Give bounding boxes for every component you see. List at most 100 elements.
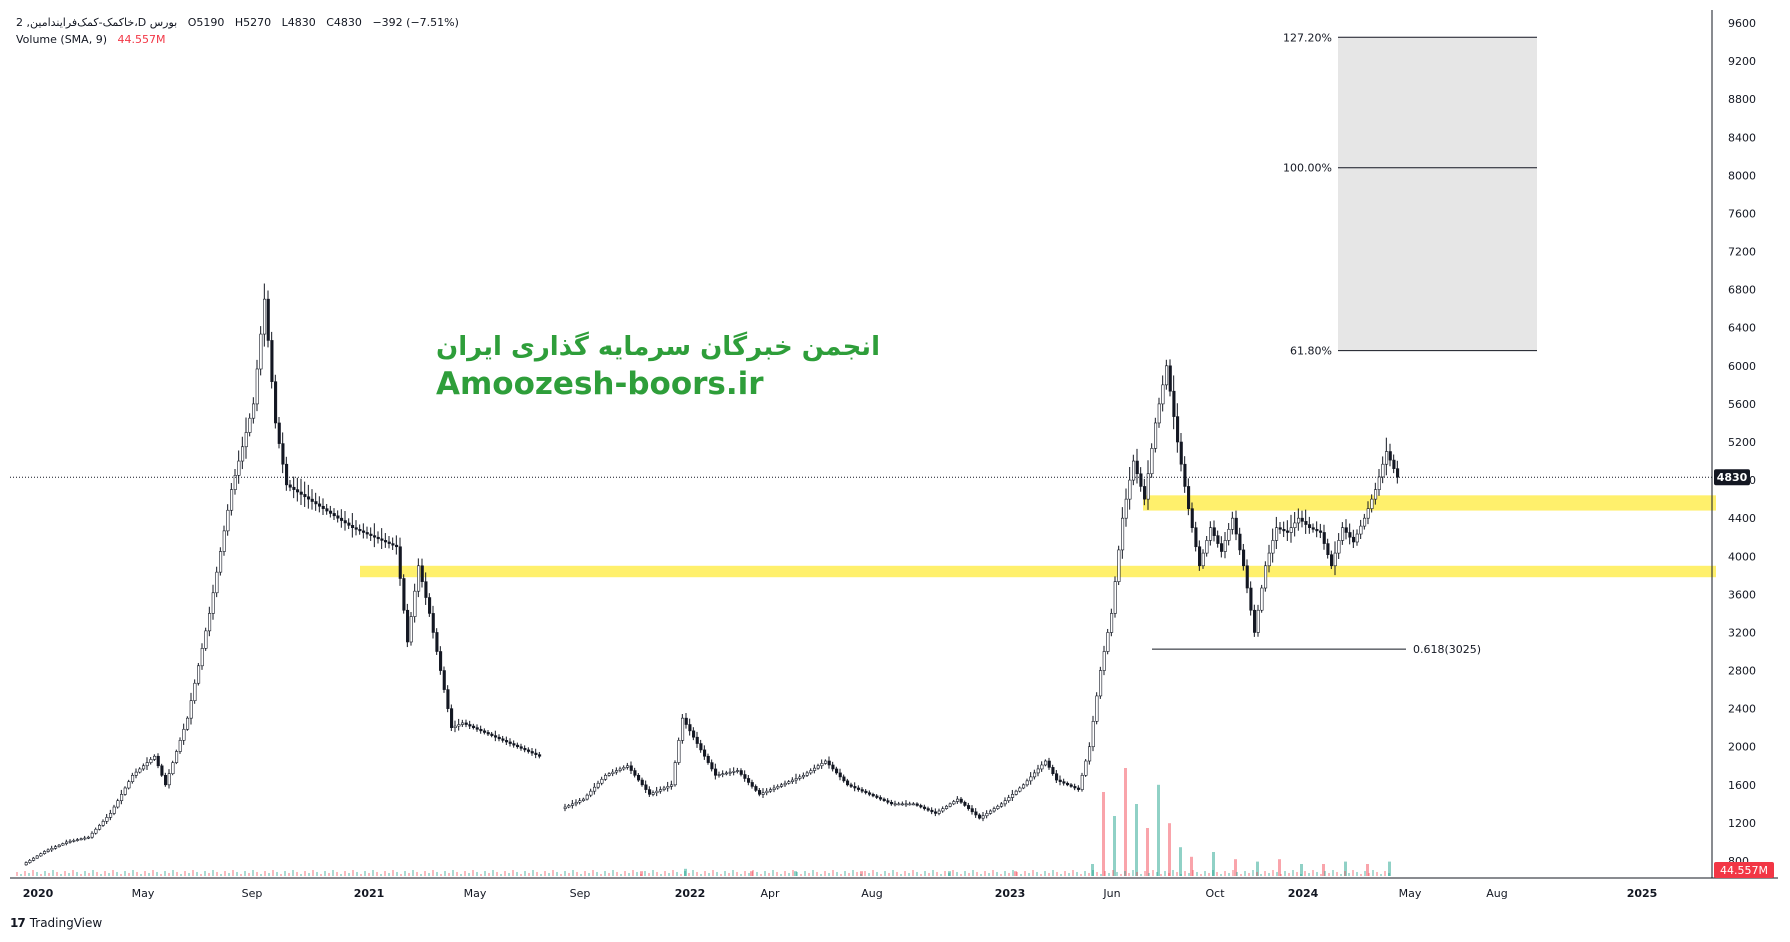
volume-bar <box>584 871 586 876</box>
candle-body <box>310 498 314 502</box>
volume-bar <box>1091 864 1094 876</box>
candle-body <box>1143 486 1147 500</box>
x-tick-label: 2021 <box>354 887 385 900</box>
y-tick-label: 5600 <box>1728 398 1756 411</box>
candle-body <box>835 768 839 774</box>
volume-bar <box>136 872 138 876</box>
symbol-name[interactable]: 2 ,خاکمک-کمک‌فرایندامین،D بورس <box>16 16 178 29</box>
volume-bar <box>188 873 190 876</box>
tradingview-brand[interactable]: 17 TradingView <box>10 916 102 930</box>
volume-bar <box>1336 872 1338 876</box>
candle-body <box>457 724 461 727</box>
ohlc-low: L4830 <box>281 16 316 29</box>
candle-body <box>252 403 256 419</box>
volume-bar <box>192 870 194 876</box>
volume-bar <box>300 874 302 876</box>
volume-bar <box>1080 874 1082 876</box>
volume-bar <box>520 874 522 876</box>
volume-bar <box>760 874 762 876</box>
candle-body <box>1260 587 1264 611</box>
y-tick-label: 8000 <box>1728 169 1756 182</box>
volume-bar <box>856 872 858 876</box>
volume-bar <box>736 872 738 876</box>
candle-body <box>706 755 710 763</box>
volume-bar <box>1292 870 1294 876</box>
volume-bar <box>304 871 306 876</box>
volume-bar <box>1164 871 1166 876</box>
volume-bar <box>664 871 666 876</box>
fibonacci-extension[interactable]: 127.20% 100.00% 61.80% 0.618(3025) <box>1152 31 1537 656</box>
candle-body <box>171 762 175 775</box>
candle-body <box>717 774 721 776</box>
candle-body <box>1216 535 1220 544</box>
fib-box[interactable] <box>1338 37 1537 351</box>
volume-bar <box>700 874 702 876</box>
x-tick-label: 2020 <box>23 887 54 900</box>
candle-body <box>820 763 824 767</box>
candle-body <box>1106 632 1110 652</box>
x-tick-label: Apr <box>760 887 780 900</box>
candle-body <box>292 486 296 490</box>
candle-body <box>1282 528 1286 532</box>
volume-bar <box>720 874 722 876</box>
candle-body <box>1253 609 1257 633</box>
volume-bar <box>1184 871 1186 876</box>
support-zone[interactable] <box>1143 495 1716 511</box>
volume-indicator-label[interactable]: Volume (SMA, 9) <box>16 33 107 46</box>
candle-body <box>926 808 930 811</box>
volume-bar <box>244 871 246 876</box>
volume-bar <box>1152 870 1154 876</box>
volume-bar <box>492 870 494 876</box>
candle-body <box>519 746 523 749</box>
candle-body <box>1113 581 1117 614</box>
candle-body <box>1234 517 1238 535</box>
candle-body <box>1348 532 1352 538</box>
candle-body <box>178 740 182 752</box>
candle-body <box>376 536 380 540</box>
volume-bar <box>512 870 514 876</box>
volume-bar <box>428 873 430 876</box>
volume-bar <box>440 874 442 876</box>
candle-body <box>512 743 516 746</box>
candle-body <box>1392 459 1396 469</box>
volume-bar <box>712 870 714 876</box>
candle-body <box>431 613 435 633</box>
candle-body <box>442 670 446 690</box>
volume-bar <box>1084 871 1086 876</box>
volume-bar <box>1360 874 1362 876</box>
candle-body <box>787 781 791 784</box>
volume-bar <box>1380 874 1382 876</box>
candle-body <box>175 751 179 763</box>
candle-body <box>629 765 633 771</box>
volume-bar <box>1388 873 1390 876</box>
volume-bar <box>1344 871 1346 876</box>
support-zone[interactable] <box>360 565 1716 578</box>
support-zones[interactable] <box>360 495 1716 578</box>
candle-body <box>233 475 237 490</box>
volume-bar <box>1276 872 1278 876</box>
volume-bar <box>504 871 506 876</box>
volume-row: Volume (SMA, 9) 44.557M <box>16 31 459 48</box>
volume-bar <box>1300 864 1303 876</box>
candle-body <box>1055 773 1059 781</box>
candlestick-series <box>24 283 1400 866</box>
volume-bar <box>1176 872 1178 876</box>
volume-bar <box>60 874 62 876</box>
volume-bar <box>1128 873 1130 876</box>
candle-body <box>46 849 50 852</box>
volume-bar <box>900 874 902 876</box>
candle-body <box>882 798 886 801</box>
volume-bar <box>108 873 110 876</box>
volume-bar <box>568 873 570 876</box>
fib-level-label: 61.80% <box>1290 345 1332 358</box>
volume-bar <box>1156 872 1158 876</box>
volume-bar <box>1040 874 1042 876</box>
y-tick-label: 2400 <box>1728 703 1756 716</box>
candle-body <box>156 755 160 767</box>
candle-body <box>391 543 395 546</box>
volume-bar <box>24 871 26 876</box>
volume-bar <box>1112 870 1114 876</box>
volume-bar <box>692 870 694 876</box>
candle-body <box>1220 543 1224 552</box>
